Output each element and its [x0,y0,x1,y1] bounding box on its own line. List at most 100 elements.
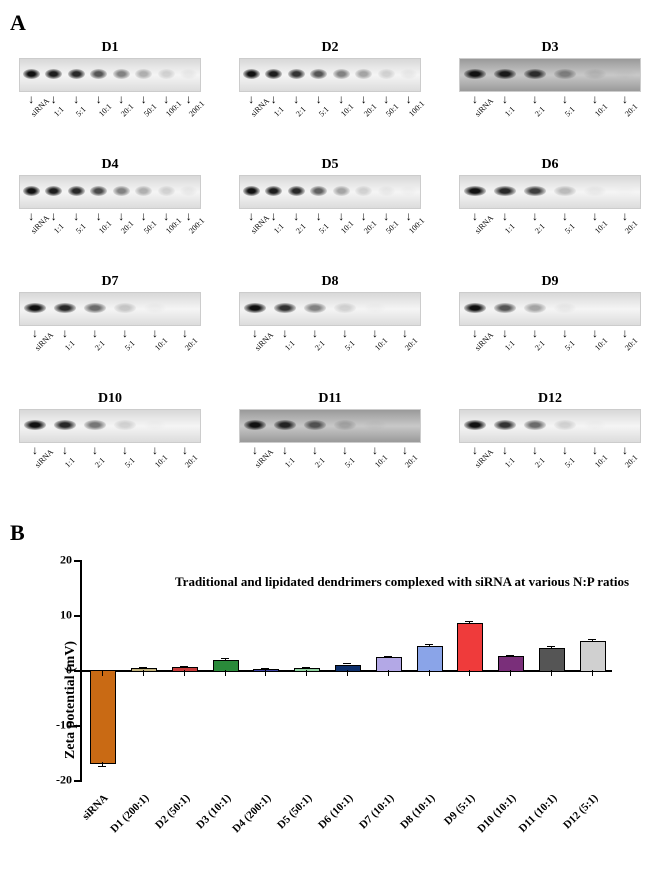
arrow-down-icon: ↓ [122,445,128,455]
gel-title: D9 [541,274,558,290]
gel-strip [459,409,641,443]
lane-label: ↓siRNA [27,328,43,355]
lane-labels: ↓siRNA↓1:1↓2:1↓5:1↓10:1↓20:1↓50:1↓100:1 [240,94,420,121]
panel-a: A D1↓siRNA↓1:1↓5:1↓10:1↓20:1↓50:1↓100:1↓… [10,10,650,500]
y-tick-label: 0 [42,663,72,678]
gel-band [494,420,517,430]
gel-title: D6 [541,157,558,173]
lane-label-text: 10:1 [593,339,606,352]
gel-block: D11↓siRNA↓1:1↓2:1↓5:1↓10:1↓20:1 [230,391,430,500]
lane-labels: ↓siRNA↓1:1↓2:1↓5:1↓10:1↓20:1 [460,94,640,121]
lane-label-text: 200:1 [187,222,200,235]
lane-label-text: 20:1 [119,222,132,235]
gel-band [584,69,607,79]
lane-label: ↓100:1 [401,94,417,121]
gel-band [524,69,547,79]
bar [131,668,157,672]
lane-label-text: 5:1 [343,339,356,352]
gel-title: D10 [98,391,122,407]
gel-band [400,186,417,196]
lane-label-text: 5:1 [563,222,576,235]
arrow-down-icon: ↓ [472,328,478,338]
lane-label: ↓siRNA [23,211,39,238]
lane-label: ↓50:1 [378,211,394,238]
lane-label: ↓50:1 [136,94,152,121]
lane-label: ↓2:1 [527,445,543,472]
lane-label: ↓siRNA [27,445,43,472]
gel-band [180,186,197,196]
arrow-down-icon: ↓ [532,328,538,338]
arrow-down-icon: ↓ [502,211,508,221]
lane-label: ↓5:1 [337,328,353,355]
lane-label: ↓50:1 [378,94,394,121]
arrow-down-icon: ↓ [622,94,628,104]
lane-label: ↓1:1 [46,211,62,238]
gel-block: D10↓siRNA↓1:1↓2:1↓5:1↓10:1↓20:1 [10,391,210,500]
lane-label: ↓200:1 [181,94,197,121]
plot: Traditional and lipidated dendrimers com… [80,560,612,780]
y-tick [74,560,82,562]
lane-label-text: 5:1 [317,222,330,235]
lane-label-text: 1:1 [503,105,516,118]
gel-band [84,303,107,313]
lane-label-text: 20:1 [183,456,196,469]
lane-label-text: 10:1 [97,105,110,118]
lane-label: ↓2:1 [87,445,103,472]
lane-label: ↓10:1 [587,211,603,238]
lane-label-text: 2:1 [294,105,307,118]
lane-label-text: 2:1 [93,339,106,352]
lane-label: ↓20:1 [397,445,413,472]
gel-band [355,69,372,79]
arrow-down-icon: ↓ [622,445,628,455]
gel-band [113,69,130,79]
gel-band [158,186,175,196]
lane-label-text: 2:1 [533,105,546,118]
arrow-down-icon: ↓ [122,328,128,338]
bar [335,665,361,673]
gel-band [23,69,40,79]
lane-label: ↓5:1 [68,211,84,238]
lane-label: ↓siRNA [23,94,39,121]
gel-title: D8 [321,274,338,290]
error-cap [425,644,433,645]
x-tick [510,670,511,676]
gel-strip [19,292,201,326]
lane-label-text: siRNA [33,456,46,469]
gel-band [90,69,107,79]
gel-band [114,420,137,430]
gel-band [243,69,260,79]
x-tick [592,670,593,676]
gel-block: D8↓siRNA↓1:1↓2:1↓5:1↓10:1↓20:1 [230,274,430,383]
lane-label-text: 100:1 [164,105,177,118]
lane-label-text: siRNA [473,339,486,352]
x-tick [225,670,226,676]
gel-band [158,69,175,79]
arrow-down-icon: ↓ [532,211,538,221]
gel-block: D6↓siRNA↓1:1↓2:1↓5:1↓10:1↓20:1 [450,157,650,266]
lane-label: ↓siRNA [247,328,263,355]
lane-label: ↓1:1 [497,94,513,121]
gel-strip [239,58,421,92]
lane-label: ↓10:1 [367,445,383,472]
lane-label-text: siRNA [249,105,262,118]
arrow-down-icon: ↓ [271,211,277,221]
arrow-down-icon: ↓ [163,211,169,221]
arrow-down-icon: ↓ [51,211,57,221]
arrow-down-icon: ↓ [282,445,288,455]
lane-label: ↓5:1 [117,445,133,472]
lane-label-text: siRNA [473,456,486,469]
gel-band [554,420,577,430]
arrow-down-icon: ↓ [141,211,147,221]
x-tick [306,670,307,676]
arrow-down-icon: ↓ [96,94,102,104]
lane-labels: ↓siRNA↓1:1↓2:1↓5:1↓10:1↓20:1 [240,445,420,472]
lane-label-text: siRNA [29,105,42,118]
gel-strip [239,175,421,209]
lane-label-text: 20:1 [403,339,416,352]
x-tick [184,670,185,676]
error-cap [221,658,229,659]
lane-label: ↓5:1 [68,94,84,121]
lane-label: ↓200:1 [181,211,197,238]
arrow-down-icon: ↓ [372,328,378,338]
gel-band [524,303,547,313]
